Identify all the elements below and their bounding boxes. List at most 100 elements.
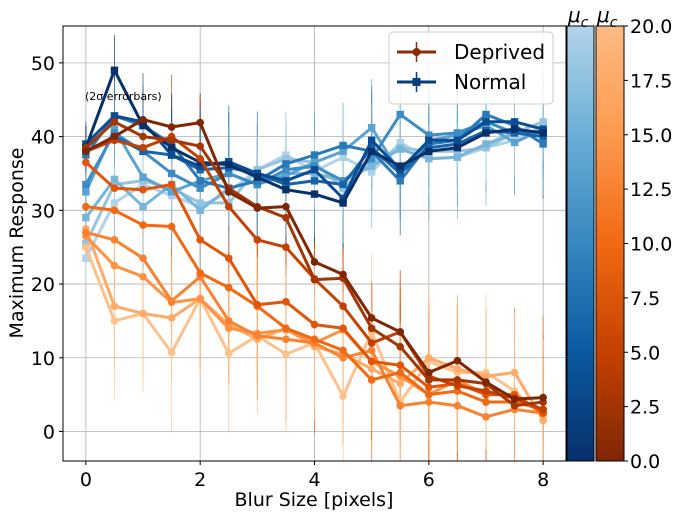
data-point xyxy=(367,124,376,132)
y-axis-label: Maximum Response xyxy=(6,148,28,339)
x-tick-label: 6 xyxy=(423,469,435,491)
data-point xyxy=(282,160,290,168)
data-point xyxy=(224,283,233,292)
data-point xyxy=(539,393,547,402)
data-point xyxy=(167,123,176,131)
legend-item-deprived: Deprived xyxy=(397,40,545,64)
data-point xyxy=(453,381,462,390)
data-point xyxy=(282,185,290,194)
y-tick-label: 10 xyxy=(31,348,55,370)
data-point xyxy=(339,270,347,279)
data-point xyxy=(425,398,433,406)
legend-marker-deprived xyxy=(412,48,421,56)
data-point xyxy=(110,206,119,215)
data-point xyxy=(425,136,433,144)
data-point xyxy=(453,153,462,161)
data-point xyxy=(482,398,490,406)
data-point xyxy=(339,153,347,161)
data-point xyxy=(139,132,147,141)
data-point xyxy=(367,168,376,176)
data-point xyxy=(224,254,233,263)
data-point xyxy=(425,390,433,399)
data-point xyxy=(339,194,347,203)
data-point xyxy=(453,401,462,410)
data-point xyxy=(339,353,347,362)
legend-label-deprived: Deprived xyxy=(454,40,545,64)
y-tick-label: 30 xyxy=(31,200,55,222)
x-tick-label: 2 xyxy=(194,469,206,491)
data-point xyxy=(110,184,119,193)
data-point xyxy=(310,320,319,329)
data-point xyxy=(110,236,119,244)
data-point xyxy=(110,302,119,310)
data-point xyxy=(282,202,290,211)
data-point xyxy=(310,335,319,344)
data-point xyxy=(196,142,204,150)
data-point xyxy=(139,121,147,130)
data-point xyxy=(482,378,490,386)
data-point xyxy=(482,412,490,421)
data-point xyxy=(82,202,90,211)
data-point xyxy=(196,294,204,303)
colorbar-tick-label: 0.0 xyxy=(630,451,660,473)
data-point xyxy=(510,138,519,147)
data-point xyxy=(453,129,462,137)
data-point xyxy=(367,155,376,163)
data-point xyxy=(425,376,433,384)
data-point xyxy=(167,188,176,196)
data-point xyxy=(110,199,119,207)
data-point xyxy=(367,324,376,333)
data-point xyxy=(110,112,119,120)
data-point xyxy=(310,166,319,174)
colorbar-tick-label: 10.0 xyxy=(630,234,672,256)
data-point xyxy=(339,180,347,189)
data-point xyxy=(339,141,347,150)
data-point xyxy=(539,140,547,148)
data-point xyxy=(510,368,519,377)
data-point xyxy=(282,213,290,222)
data-point xyxy=(453,356,462,365)
data-point xyxy=(82,243,90,251)
y-tick-label: 0 xyxy=(43,422,55,444)
data-point xyxy=(167,180,176,189)
data-point xyxy=(339,392,347,400)
y-tick-label: 50 xyxy=(31,53,55,75)
colorbar-tick-label: 7.5 xyxy=(630,288,660,310)
data-point xyxy=(482,140,490,148)
colorbar-ticks: 0.0 2.5 5.0 7.5 10.0 12.5 15.0 17.5 20.0 xyxy=(624,16,672,473)
data-point xyxy=(310,258,319,266)
colorbar-normal-gradient xyxy=(566,25,595,462)
data-point xyxy=(110,317,119,325)
x-axis-label: Blur Size [pixels] xyxy=(235,489,394,511)
colorbar-normal: μc xyxy=(566,3,595,462)
data-point xyxy=(367,365,376,373)
x-tick-label: 4 xyxy=(308,469,320,491)
data-point xyxy=(396,361,405,369)
data-point xyxy=(167,348,176,357)
y-tick-label: 20 xyxy=(31,274,55,296)
data-point xyxy=(225,169,233,178)
legend: Deprived Normal xyxy=(388,31,554,105)
data-point xyxy=(139,272,147,281)
data-point xyxy=(110,175,119,184)
data-point xyxy=(482,372,490,381)
data-point xyxy=(82,213,90,222)
data-point xyxy=(453,376,462,384)
data-point xyxy=(482,118,490,126)
data-point xyxy=(453,365,462,373)
legend-label-normal: Normal xyxy=(454,70,526,94)
data-point xyxy=(82,158,90,167)
data-point xyxy=(339,324,347,333)
data-point xyxy=(310,190,319,198)
data-point xyxy=(310,151,319,159)
data-point xyxy=(139,309,147,318)
x-tick-label: 8 xyxy=(537,469,549,491)
data-point xyxy=(139,143,147,152)
data-point xyxy=(367,147,376,156)
colorbar-tick-label: 5.0 xyxy=(630,342,660,364)
data-point xyxy=(139,173,147,181)
colorbar-deprived-label: μc xyxy=(596,3,618,31)
data-point xyxy=(425,353,433,362)
data-point xyxy=(310,177,319,185)
